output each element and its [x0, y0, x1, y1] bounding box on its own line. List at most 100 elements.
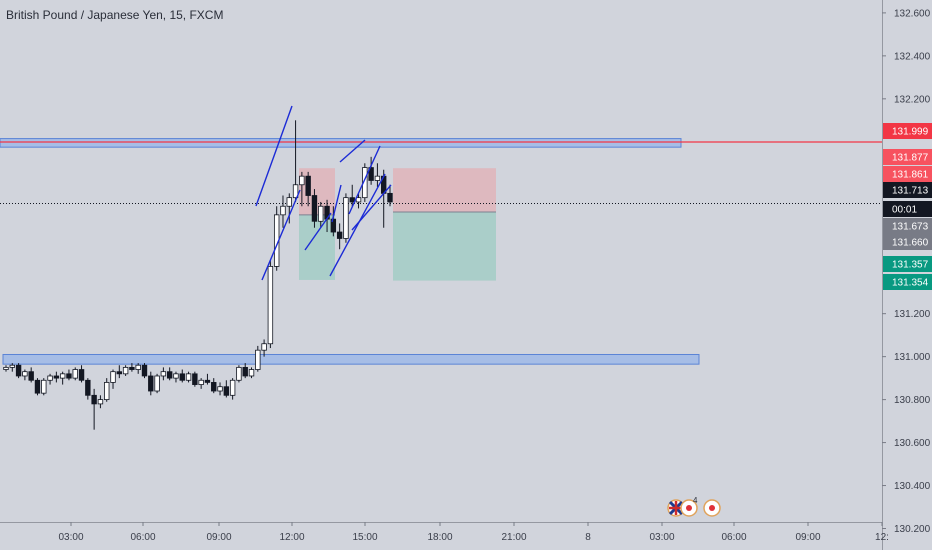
- y-tick-label: 130.800: [894, 395, 931, 406]
- candle-body: [53, 375, 60, 379]
- position-stop-zone: [393, 168, 496, 213]
- candle-body: [248, 369, 255, 377]
- trend-line: [261, 189, 301, 281]
- candle-body: [97, 399, 104, 405]
- x-tick-label: 12:00: [279, 532, 304, 543]
- candle-body: [135, 364, 141, 370]
- candle-body: [173, 373, 179, 379]
- price-tag: [883, 149, 932, 165]
- price-tag-label: 131.660: [892, 238, 929, 249]
- price-tag-label: 131.861: [892, 170, 929, 181]
- candle-body: [179, 373, 185, 381]
- candle-body: [267, 266, 274, 345]
- candle-body: [255, 349, 261, 370]
- candle-body: [318, 205, 324, 222]
- candle-body: [148, 375, 154, 392]
- price-tag: [883, 182, 932, 198]
- trend-line: [339, 139, 366, 163]
- trend-line: [351, 184, 392, 231]
- candle-body: [116, 371, 123, 375]
- candle-body: [286, 197, 292, 207]
- candle-body: [368, 167, 374, 181]
- price-tag-label: 131.354: [892, 278, 929, 289]
- price-tag: [883, 218, 932, 234]
- x-tick-label: 06:00: [130, 532, 155, 543]
- price-tag: [883, 274, 932, 290]
- y-tick-label: 130.600: [894, 438, 931, 449]
- x-tick-label: 03:00: [649, 532, 674, 543]
- y-tick-label: 131.200: [894, 309, 931, 320]
- candle-body: [3, 366, 9, 370]
- trend-line: [329, 173, 386, 277]
- candle-body: [343, 197, 349, 239]
- candle-body: [160, 371, 167, 377]
- x-tick-label: 18:00: [427, 532, 452, 543]
- candle-body: [166, 371, 173, 379]
- candle-body: [59, 373, 66, 379]
- candle-body: [91, 394, 97, 405]
- candle-body: [129, 366, 135, 370]
- candle-body: [122, 366, 129, 375]
- x-tick-label: 15:00: [352, 532, 377, 543]
- candle-body: [236, 366, 242, 381]
- candle-body: [305, 175, 311, 196]
- candle-body: [47, 375, 53, 381]
- price-tag: [883, 256, 932, 272]
- x-tick-label: 12:: [875, 532, 889, 543]
- y-tick-label: 131.000: [894, 352, 931, 363]
- x-tick-label: 09:00: [206, 532, 231, 543]
- y-tick-label: 130.200: [894, 524, 931, 535]
- position-target-zone: [299, 214, 335, 280]
- candle-body: [154, 375, 160, 392]
- price-tag: [883, 201, 932, 217]
- x-tick-label: 09:00: [795, 532, 820, 543]
- sr-zone: [0, 138, 682, 148]
- candle-body: [349, 197, 355, 203]
- x-tick-label: 8: [585, 532, 591, 543]
- candle-body: [110, 371, 116, 383]
- position-target-zone: [393, 212, 496, 281]
- price-tag: [883, 123, 932, 139]
- candle-body: [9, 364, 15, 368]
- jp-flag-icon: 4: [680, 496, 698, 517]
- price-tag-label: 131.999: [892, 127, 929, 138]
- candle-body: [223, 386, 230, 396]
- candle-body: [217, 386, 223, 392]
- flag-dot: [709, 505, 715, 511]
- y-tick-label: 130.400: [894, 481, 931, 492]
- candle-body: [66, 373, 72, 379]
- candle-body: [192, 373, 198, 385]
- price-tag-label: 131.877: [892, 153, 929, 164]
- candle-body: [261, 343, 267, 351]
- candle-body: [22, 371, 28, 377]
- candle-body: [198, 379, 204, 385]
- price-tag-label: 131.713: [892, 186, 929, 197]
- candle-body: [104, 382, 110, 401]
- chart-title: British Pound / Japanese Yen, 15, FXCM: [6, 8, 223, 22]
- candle-body: [299, 175, 305, 186]
- y-tick-label: 132.400: [894, 51, 931, 62]
- candle-body: [72, 369, 78, 379]
- sr-zone: [2, 353, 700, 365]
- price-tag-label: 131.673: [892, 222, 929, 233]
- candle-body: [292, 184, 299, 199]
- candle-body: [211, 382, 217, 392]
- candle-body: [280, 205, 286, 216]
- x-tick-label: 03:00: [58, 532, 83, 543]
- candle-body: [204, 379, 211, 383]
- x-tick-label: 21:00: [501, 532, 526, 543]
- candle-body: [34, 379, 41, 394]
- candle-body: [362, 167, 368, 199]
- candle-body: [387, 192, 393, 203]
- x-tick-label: 06:00: [721, 532, 746, 543]
- candle-body: [229, 379, 236, 396]
- candle-body: [311, 195, 318, 222]
- trend-line: [348, 145, 381, 215]
- trend-line: [331, 184, 342, 223]
- flag-dot: [686, 505, 692, 511]
- price-tag: [883, 234, 932, 250]
- candle-body: [374, 175, 381, 181]
- jp-flag-icon: [703, 499, 721, 517]
